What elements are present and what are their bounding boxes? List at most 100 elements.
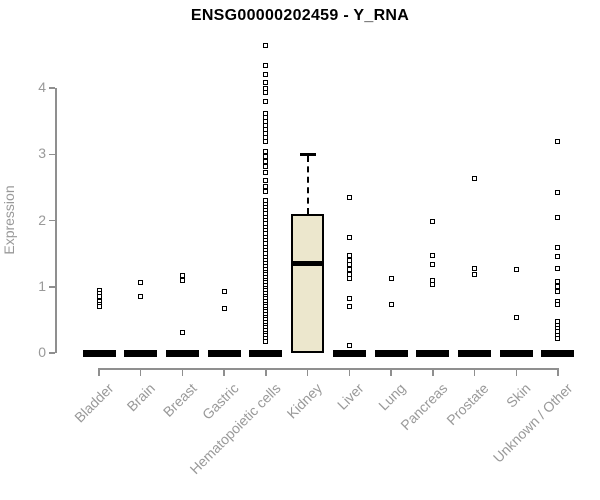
outlier-point-hematopoietic-cells (263, 188, 269, 194)
outlier-point-breast (179, 273, 185, 279)
y-tick-label: 4 (38, 79, 46, 96)
x-tick-label-breast: Breast (159, 380, 200, 420)
zero-bar-bladder (82, 349, 116, 357)
outlier-point-hematopoietic-cells (263, 80, 269, 86)
outlier-point-bladder (96, 304, 102, 310)
outlier-point-unknown-other (555, 265, 561, 271)
outlier-point-liver (346, 304, 352, 310)
outlier-point-lung (388, 302, 394, 308)
x-tick-mark (181, 368, 184, 376)
x-tick-mark (265, 368, 267, 376)
outlier-point-prostate (472, 176, 478, 182)
x-tick-label-prostate: Prostate (443, 380, 492, 429)
x-tick-mark (139, 368, 142, 376)
zero-bar-brain (124, 349, 158, 357)
outlier-point-brain (138, 279, 144, 285)
x-tick-label-liver: Liver (333, 380, 367, 413)
y-tick-label: 2 (38, 211, 46, 228)
y-axis-label: Expression (1, 185, 17, 255)
x-tick-mark (390, 368, 392, 376)
outlier-point-liver (346, 276, 352, 282)
outlier-point-prostate (472, 266, 478, 272)
outlier-point-skin (513, 315, 519, 321)
outlier-point-unknown-other (555, 215, 561, 221)
box-kidney (291, 213, 325, 353)
x-tick-label-kidney: Kidney (283, 380, 325, 422)
zero-bar-gastric (207, 349, 241, 357)
outlier-point-hematopoietic-cells (263, 164, 269, 170)
outlier-point-hematopoietic-cells (263, 338, 269, 344)
outlier-point-hematopoietic-cells (263, 138, 269, 144)
outlier-point-hematopoietic-cells (263, 90, 269, 96)
outlier-point-breast (179, 277, 185, 283)
y-tick-label: 0 (38, 344, 46, 360)
outlier-point-hematopoietic-cells (263, 62, 269, 68)
outlier-point-unknown-other (555, 284, 561, 290)
x-tick-mark (98, 368, 100, 376)
outlier-point-hematopoietic-cells (263, 42, 269, 48)
outlier-point-pancreas (430, 219, 436, 225)
x-tick-label-bladder: Bladder (70, 380, 117, 426)
x-tick-label-lung: Lung (375, 380, 409, 414)
outlier-point-liver (346, 235, 352, 241)
zero-bar-skin (499, 349, 533, 357)
outlier-point-bladder (96, 293, 102, 299)
outlier-point-liver (346, 194, 352, 200)
x-tick-mark (223, 368, 225, 376)
zero-bar-hematopoietic-cells (249, 349, 283, 357)
outlier-point-unknown-other (555, 335, 561, 341)
y-tick-mark (49, 352, 55, 354)
outlier-point-liver (346, 271, 352, 277)
outlier-point-pancreas (430, 262, 436, 268)
upper-whisker-cap-kidney (299, 153, 316, 157)
x-axis-line (99, 368, 558, 370)
outlier-point-liver (346, 342, 352, 348)
x-tick-mark (432, 368, 434, 376)
outlier-point-hematopoietic-cells (263, 98, 269, 104)
zero-bar-prostate (458, 349, 492, 357)
outlier-point-hematopoietic-cells (263, 178, 269, 184)
zero-bar-unknown-other (541, 349, 575, 357)
outlier-point-gastric (221, 288, 227, 294)
outlier-point-skin (513, 267, 519, 273)
outlier-point-hematopoietic-cells (263, 183, 269, 189)
outlier-point-hematopoietic-cells (263, 148, 269, 154)
outlier-point-unknown-other (555, 253, 561, 259)
outlier-point-unknown-other (555, 279, 561, 284)
outlier-point-unknown-other (555, 288, 561, 294)
outlier-point-hematopoietic-cells (263, 169, 269, 175)
outlier-point-breast (179, 329, 185, 335)
outlier-point-prostate (472, 271, 478, 277)
outlier-point-gastric (221, 306, 227, 312)
outlier-point-liver (346, 257, 352, 263)
outlier-point-unknown-other (555, 189, 561, 195)
outlier-point-hematopoietic-cells (263, 85, 269, 91)
outlier-point-liver (346, 295, 352, 301)
outlier-point-hematopoietic-cells (263, 153, 269, 159)
outlier-point-pancreas (430, 281, 436, 287)
y-tick-label: 1 (38, 277, 46, 294)
zero-bar-liver (332, 349, 366, 357)
x-tick-mark (557, 368, 559, 376)
outlier-point-pancreas (430, 253, 436, 259)
upper-whisker-kidney (306, 156, 309, 214)
outlier-point-hematopoietic-cells (263, 72, 269, 78)
zero-bar-pancreas (416, 349, 450, 357)
x-tick-mark (515, 368, 518, 376)
outlier-point-unknown-other (555, 301, 561, 307)
x-tick-label-unknown-other: Unknown / Other (489, 380, 576, 466)
chart-title: ENSG00000202459 - Y_RNA (190, 7, 410, 24)
outlier-point-unknown-other (555, 138, 561, 144)
outlier-point-lung (388, 276, 394, 282)
y-tick-label: 3 (38, 145, 46, 162)
x-tick-label-skin: Skin (503, 380, 534, 411)
y-tick-mark (49, 153, 55, 156)
y-tick-mark (49, 87, 55, 89)
x-tick-mark (348, 368, 351, 376)
outlier-point-brain (138, 293, 144, 299)
outlier-point-liver (346, 253, 352, 259)
zero-bar-breast (165, 349, 199, 357)
x-tick-label-brain: Brain (123, 380, 159, 415)
zero-bar-lung (374, 349, 408, 357)
